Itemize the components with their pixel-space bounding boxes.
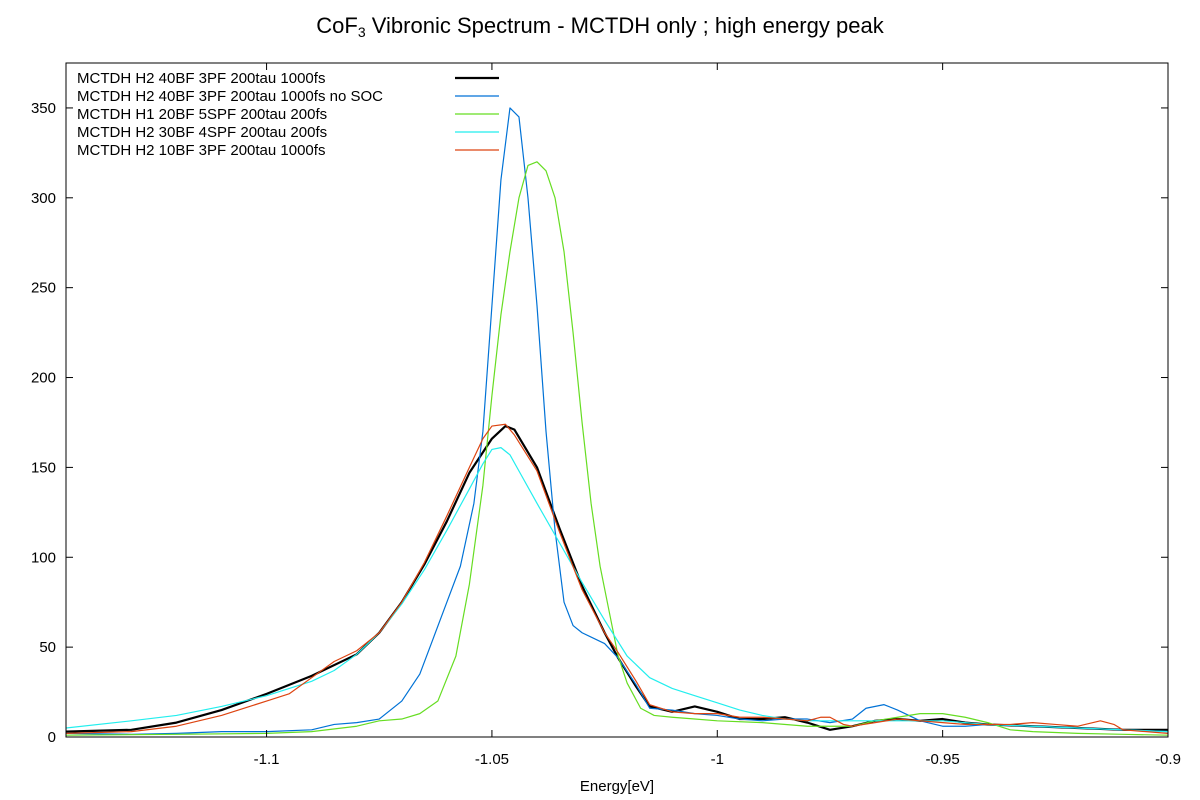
y-tick-label: 250 [31,280,56,297]
y-tick-label: 100 [31,549,56,566]
y-tick-label: 150 [31,459,56,476]
y-tick-label: 0 [48,729,56,746]
ticks-layer: -1.1 -1.05 -1 -0.95 -0.9 0 50 100 150 200 250 300 35… [31,63,1181,768]
x-tick-label: -0.95 [926,751,960,768]
legend-label-4: MCTDH H2 30BF 4SPF 200tau 200fs [77,124,327,141]
plot-frame [65,62,1169,738]
y-tick-label: 350 [31,100,56,117]
chart-title-rest: Vibronic Spectrum - MCTDH only ; high en… [365,13,884,38]
x-tick-label: -1 [711,751,724,768]
legend-label-2: MCTDH H2 40BF 3PF 200tau 1000fs no SOC [77,88,383,105]
y-tick-label: 300 [31,190,56,207]
y-tick-label: 200 [31,370,56,387]
chart-title: CoF3 Vibronic Spectrum - MCTDH only ; hi… [0,12,1200,40]
series-line-3 [66,161,1168,736]
series-line-4 [66,447,1168,733]
chart-title-main: CoF [316,13,358,38]
x-tick-label: -1.05 [475,751,509,768]
x-tick-label: -1.1 [254,751,280,768]
chart-title-subscript: 3 [357,24,366,40]
x-axis-label: Energy[eV] [580,778,654,795]
series-line-2 [66,107,1168,735]
series-line-1 [66,424,1168,733]
y-tick-label: 50 [39,639,56,656]
x-tick-label: -0.9 [1155,751,1181,768]
legend-label-3: MCTDH H1 20BF 5SPF 200tau 200fs [77,106,327,123]
legend-label-1: MCTDH H2 40BF 3PF 200tau 1000fs [77,70,325,87]
legend-label-5: MCTDH H2 10BF 3PF 200tau 1000fs [77,142,325,159]
series-layer [66,107,1168,736]
series-line-5 [66,423,1168,735]
